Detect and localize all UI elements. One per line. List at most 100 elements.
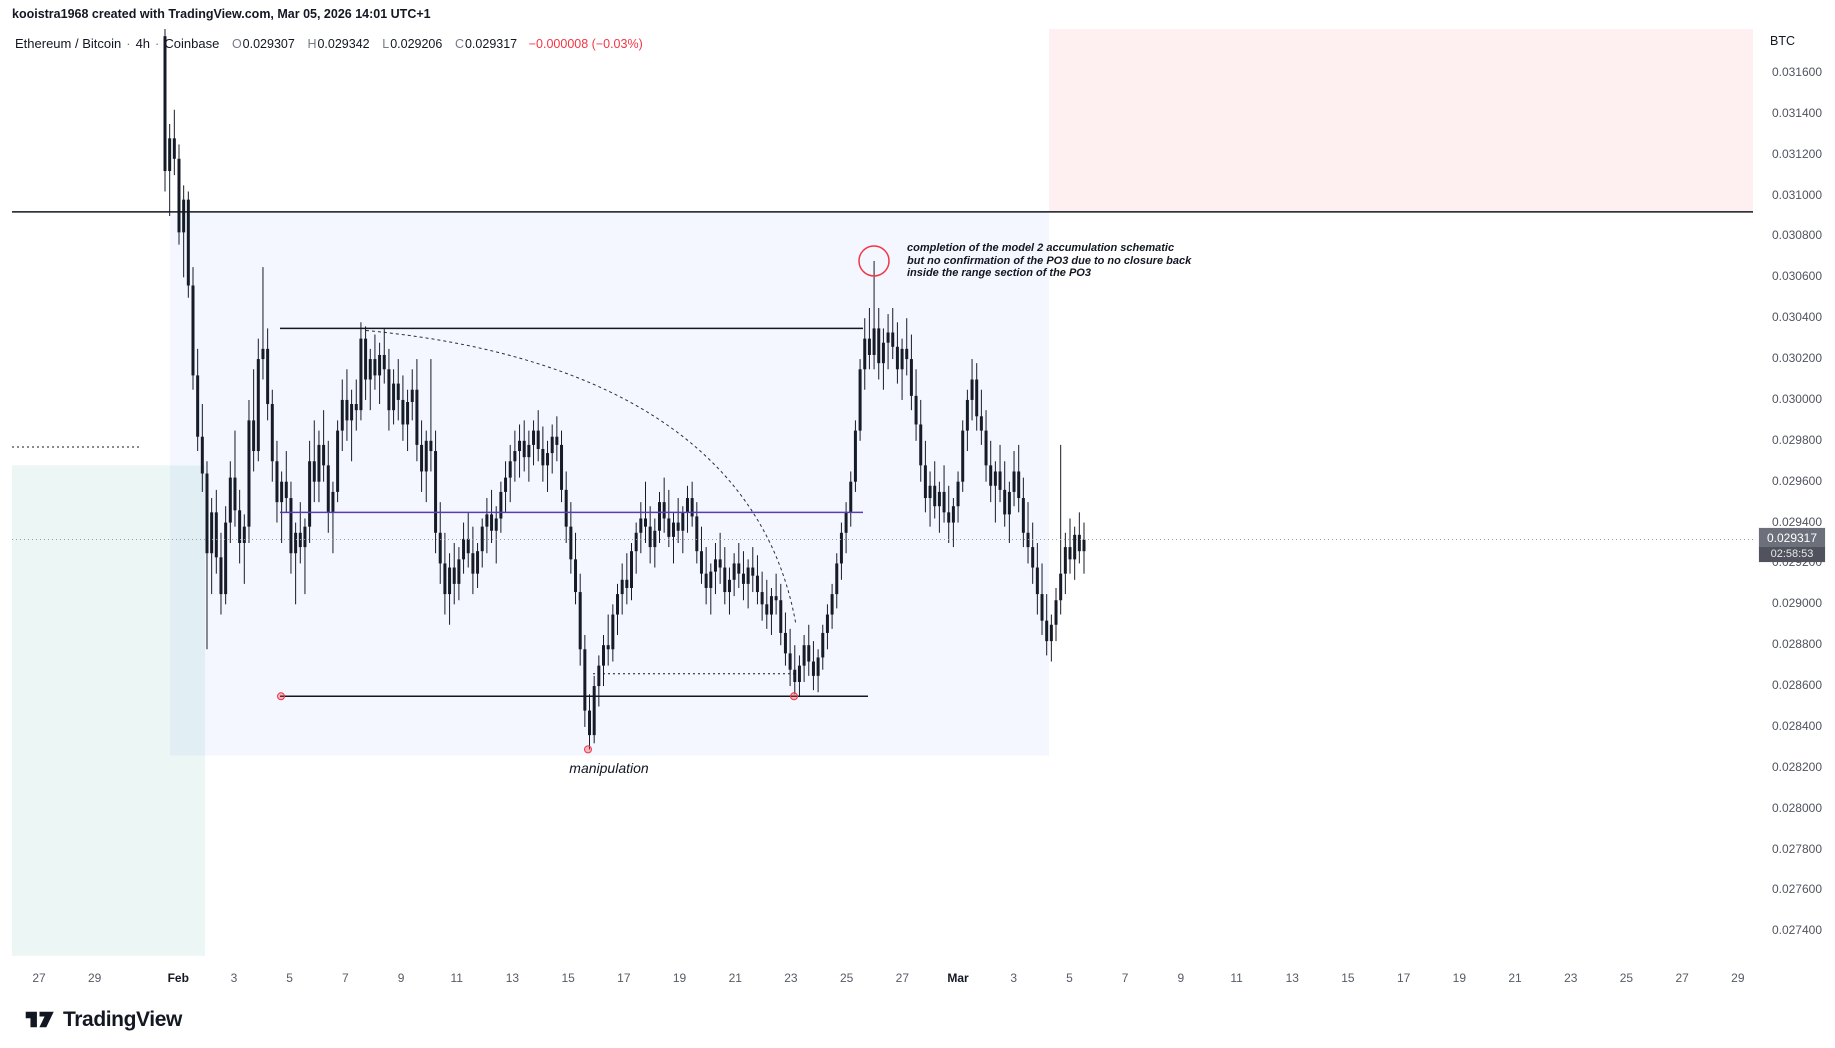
time-axis-label: 25 bbox=[839, 971, 854, 985]
range-zone[interactable] bbox=[170, 211, 1049, 756]
candle-body bbox=[275, 461, 279, 503]
candle-body bbox=[224, 522, 228, 595]
candle-body bbox=[555, 436, 559, 445]
candle-body bbox=[452, 567, 456, 584]
candle-body bbox=[737, 563, 741, 574]
price-axis-label: 0.030600 bbox=[1771, 269, 1822, 284]
candle-body bbox=[662, 502, 666, 519]
supply-zone[interactable] bbox=[1049, 29, 1753, 212]
candle-body bbox=[560, 444, 564, 490]
candle-body bbox=[602, 645, 606, 666]
candle-body bbox=[242, 526, 246, 544]
manipulation-label[interactable]: manipulation bbox=[569, 760, 649, 776]
time-axis[interactable]: 27 29 Feb 3 5 7 9 11 13 15 17 19 21 23 25 27 Mar 3 5 7 9 11 13… bbox=[0, 963, 1758, 1000]
candle-body bbox=[639, 518, 643, 533]
interval-label[interactable]: 4h bbox=[135, 36, 151, 51]
candle-body bbox=[1031, 547, 1035, 568]
candle-body bbox=[933, 485, 937, 507]
candle-body bbox=[210, 512, 214, 554]
candle-body bbox=[769, 596, 773, 615]
candle-body bbox=[513, 451, 517, 462]
annotation-note-line: but no confirmation of the PO3 due to no… bbox=[907, 254, 1192, 267]
candle-body bbox=[378, 354, 382, 376]
candle-body bbox=[909, 359, 913, 396]
candle-body bbox=[807, 645, 811, 662]
open-label: O bbox=[231, 37, 242, 51]
close-label: C bbox=[454, 37, 464, 51]
candle-body bbox=[653, 530, 657, 548]
range-low-dot-right[interactable] bbox=[790, 692, 798, 701]
candle-body bbox=[1012, 471, 1016, 492]
price-axis-label: 0.027600 bbox=[1771, 882, 1822, 897]
bar-countdown: 02:58:53 bbox=[1759, 546, 1825, 562]
candle-body bbox=[1063, 547, 1067, 574]
candle-body bbox=[233, 477, 237, 511]
time-axis-label: 15 bbox=[1341, 971, 1355, 985]
candle-body bbox=[270, 404, 274, 462]
candle-body bbox=[541, 448, 545, 466]
candle-body bbox=[727, 579, 731, 593]
price-axis-label: 0.030000 bbox=[1771, 391, 1822, 406]
candle-body bbox=[186, 199, 190, 286]
candle-body bbox=[406, 401, 410, 425]
time-axis-label: Feb bbox=[167, 971, 189, 985]
candle-body bbox=[1054, 600, 1058, 625]
candle-body bbox=[1003, 489, 1007, 515]
candle-body bbox=[1035, 567, 1039, 595]
time-axis-label: 5 bbox=[1066, 971, 1073, 985]
annotation-note-line: inside the range section of the PO3 bbox=[907, 267, 1091, 279]
time-axis-label: 29 bbox=[88, 971, 102, 985]
attribution-bar: kooistra1968 created with TradingView.co… bbox=[0, 0, 1835, 29]
candle-body bbox=[322, 444, 326, 466]
time-axis-label: 23 bbox=[784, 971, 798, 985]
price-pane[interactable] bbox=[0, 0, 1758, 963]
schematic-arc[interactable] bbox=[365, 329, 797, 625]
demand-zone[interactable] bbox=[12, 465, 205, 956]
range-low-dot-left[interactable] bbox=[277, 692, 285, 701]
price-axis-label: 0.031000 bbox=[1771, 187, 1822, 202]
candle-body bbox=[424, 440, 428, 472]
candle-body bbox=[891, 332, 895, 347]
symbol-name[interactable]: Ethereum / Bitcoin bbox=[15, 36, 122, 51]
time-axis-label: Mar bbox=[947, 971, 969, 985]
candle-body bbox=[900, 348, 904, 370]
confirmation-circle[interactable] bbox=[858, 245, 890, 277]
tradingview-logo-link[interactable]: TradingView bbox=[24, 1007, 182, 1032]
candle-body bbox=[676, 522, 680, 531]
candle-body bbox=[312, 461, 316, 482]
candle-body bbox=[522, 440, 526, 458]
candle-body bbox=[835, 563, 839, 595]
candle-body bbox=[975, 379, 979, 417]
candle-body bbox=[345, 399, 349, 421]
candle-body bbox=[713, 559, 717, 572]
candle-body bbox=[905, 348, 909, 360]
price-axis[interactable]: BTC 0.029317 02:58:53 0.031600 0.031400 0.… bbox=[1758, 0, 1835, 963]
exchange-label[interactable]: Coinbase bbox=[164, 36, 220, 51]
candle-body bbox=[783, 632, 787, 654]
candle-body bbox=[965, 399, 969, 431]
price-axis-currency: BTC bbox=[1770, 34, 1795, 48]
candle-body bbox=[597, 665, 601, 687]
manipulation-dot[interactable] bbox=[584, 745, 592, 754]
candle-body bbox=[947, 512, 951, 523]
price-axis-label: 0.029000 bbox=[1771, 596, 1822, 611]
candle-body bbox=[802, 645, 806, 666]
annotation-note[interactable]: completion of the model 2 accumulation s… bbox=[907, 242, 1191, 280]
candle-body bbox=[457, 559, 461, 584]
candle-body bbox=[685, 498, 689, 513]
candle-body bbox=[611, 614, 615, 650]
candle-body bbox=[620, 579, 624, 595]
candle-body bbox=[989, 465, 993, 486]
candle-body bbox=[956, 481, 960, 507]
candle-body bbox=[788, 653, 792, 670]
price-axis-label: 0.029600 bbox=[1771, 473, 1822, 488]
candle-body bbox=[1059, 573, 1063, 601]
candle-body bbox=[480, 526, 484, 552]
candle-body bbox=[415, 389, 419, 445]
price-axis-label: 0.028200 bbox=[1771, 759, 1822, 774]
candle-body bbox=[163, 36, 167, 172]
candle-body bbox=[853, 430, 857, 482]
candle-body bbox=[373, 359, 377, 376]
price-axis-label: 0.031400 bbox=[1771, 105, 1822, 120]
candle-body bbox=[732, 563, 736, 580]
